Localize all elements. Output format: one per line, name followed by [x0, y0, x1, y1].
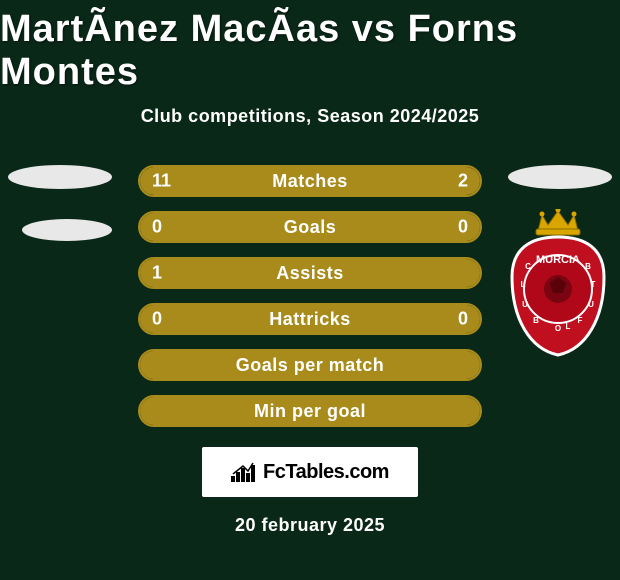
stat-bar: Goals0 0: [138, 211, 482, 243]
page-subtitle: Club competitions, Season 2024/2025: [141, 106, 480, 127]
branding-badge: FcTables.com: [202, 447, 418, 497]
bar-value-right: 0: [458, 217, 468, 238]
svg-text:T: T: [591, 280, 596, 289]
stat-bar: Matches11 2: [138, 165, 482, 197]
stat-bars: Matches112Goals00Assists1Hattricks00Goal…: [138, 165, 482, 441]
stat-bar: Assists1: [138, 257, 482, 289]
bar-label: Min per goal: [140, 401, 480, 422]
svg-text:L: L: [566, 322, 571, 331]
svg-text:F: F: [578, 316, 583, 325]
stat-bar: Min per goal: [138, 395, 482, 427]
bar-value-right: 0: [458, 309, 468, 330]
bar-value-left: 1: [152, 263, 162, 284]
crest-top-text: MURCIA: [536, 254, 580, 266]
fctables-logo-icon: [231, 462, 259, 482]
crown-icon: [536, 209, 580, 235]
svg-text:U: U: [522, 300, 528, 309]
bar-label: Hattricks: [140, 309, 480, 330]
branding-text: FcTables.com: [263, 461, 389, 484]
page-title: MartÃ­nez MacÃ­as vs Forns Montes: [0, 8, 620, 94]
player-right-crest: MURCIA C L U B F U T B O L: [508, 165, 612, 362]
infographic: MartÃ­nez MacÃ­as vs Forns Montes Club c…: [0, 0, 620, 580]
placeholder-oval: [22, 219, 112, 241]
stats-area: MURCIA C L U B F U T B O L Matches11 2 Goa…: [0, 165, 620, 441]
bar-label: Matches: [140, 171, 480, 192]
svg-text:B: B: [533, 316, 539, 325]
bar-value-left: 11: [152, 171, 171, 192]
svg-text:B: B: [585, 262, 591, 271]
bar-value-right: 2: [458, 171, 468, 192]
bar-value-left: 0: [152, 217, 162, 238]
stat-bar: Hattricks0 0: [138, 303, 482, 335]
svg-text:O: O: [555, 324, 561, 333]
placeholder-oval: [508, 165, 612, 189]
player-left-placeholder: [8, 165, 112, 241]
svg-text:U: U: [588, 300, 594, 309]
stat-bar: Goals per match: [138, 349, 482, 381]
bar-label: Goals per match: [140, 355, 480, 376]
club-crest-icon: MURCIA C L U B F U T B O L: [508, 209, 608, 357]
placeholder-oval: [8, 165, 112, 189]
bar-value-left: 0: [152, 309, 162, 330]
bar-label: Assists: [140, 263, 480, 284]
svg-text:C: C: [525, 262, 531, 271]
svg-text:L: L: [521, 280, 526, 289]
date-line: 20 february 2025: [235, 515, 385, 536]
bar-label: Goals: [140, 217, 480, 238]
